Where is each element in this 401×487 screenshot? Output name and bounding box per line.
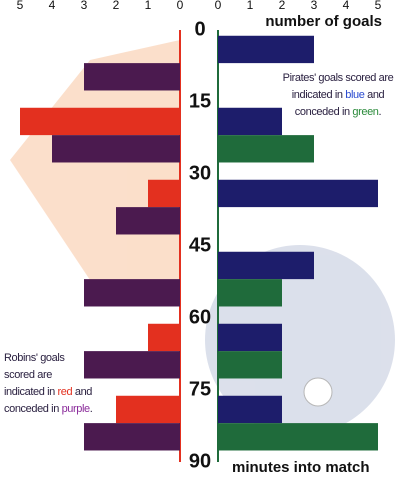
bar (218, 351, 282, 379)
x-tick-label: 1 (247, 0, 254, 12)
bar (218, 423, 378, 451)
y-tick-label: 75 (189, 378, 211, 400)
bar (218, 251, 314, 280)
note-text: Pirates' goals scored are indicated in (282, 72, 394, 101)
note-text: blue (345, 89, 365, 101)
bar (84, 63, 180, 91)
bar (218, 135, 314, 163)
robins-note: Robins' goals scored are indicated in re… (4, 350, 94, 418)
bar (218, 35, 314, 64)
x-tick-label: 2 (113, 0, 120, 12)
pirates-note: Pirates' goals scored are indicated in b… (282, 70, 394, 121)
bar (148, 179, 180, 208)
bar (218, 107, 282, 136)
note-text: and conceded in (294, 89, 385, 118)
y-tick-label: 0 (194, 18, 205, 40)
x-tick-label: 4 (49, 0, 56, 12)
bar (116, 207, 180, 235)
bar (52, 135, 180, 163)
bar (218, 323, 282, 352)
bar (84, 279, 180, 307)
note-text: and conceded in (4, 386, 93, 415)
note-text: purple (61, 403, 91, 415)
note-text: red (57, 386, 73, 398)
bar (218, 279, 282, 307)
note-text: . (89, 403, 93, 415)
x-tick-label: 5 (17, 0, 24, 12)
y-tick-label: 60 (189, 306, 211, 328)
note-text: Robins' goals scored are indicated in (4, 352, 65, 398)
y-tick-label: 45 (189, 234, 211, 256)
x-tick-label: 2 (279, 0, 286, 12)
x-tick-label: 4 (343, 0, 350, 12)
y-axis-title: minutes into match (232, 459, 370, 476)
x-tick-label: 0 (215, 0, 222, 12)
note-text: . (378, 106, 382, 118)
y-tick-label: 90 (189, 450, 211, 472)
x-tick-label: 3 (311, 0, 318, 12)
bar (218, 395, 282, 424)
x-axis-title: number of goals (265, 13, 382, 30)
bar (84, 423, 180, 451)
x-tick-label: 0 (177, 0, 184, 12)
bar (116, 395, 180, 424)
y-tick-label: 15 (189, 90, 211, 112)
bar (148, 323, 180, 352)
note-text: green (352, 106, 379, 118)
x-tick-label: 5 (375, 0, 382, 12)
x-tick-label: 3 (81, 0, 88, 12)
bar (218, 179, 378, 208)
bar (20, 107, 180, 136)
y-tick-label: 30 (189, 162, 211, 184)
bar (84, 351, 180, 379)
x-tick-label: 1 (145, 0, 152, 12)
